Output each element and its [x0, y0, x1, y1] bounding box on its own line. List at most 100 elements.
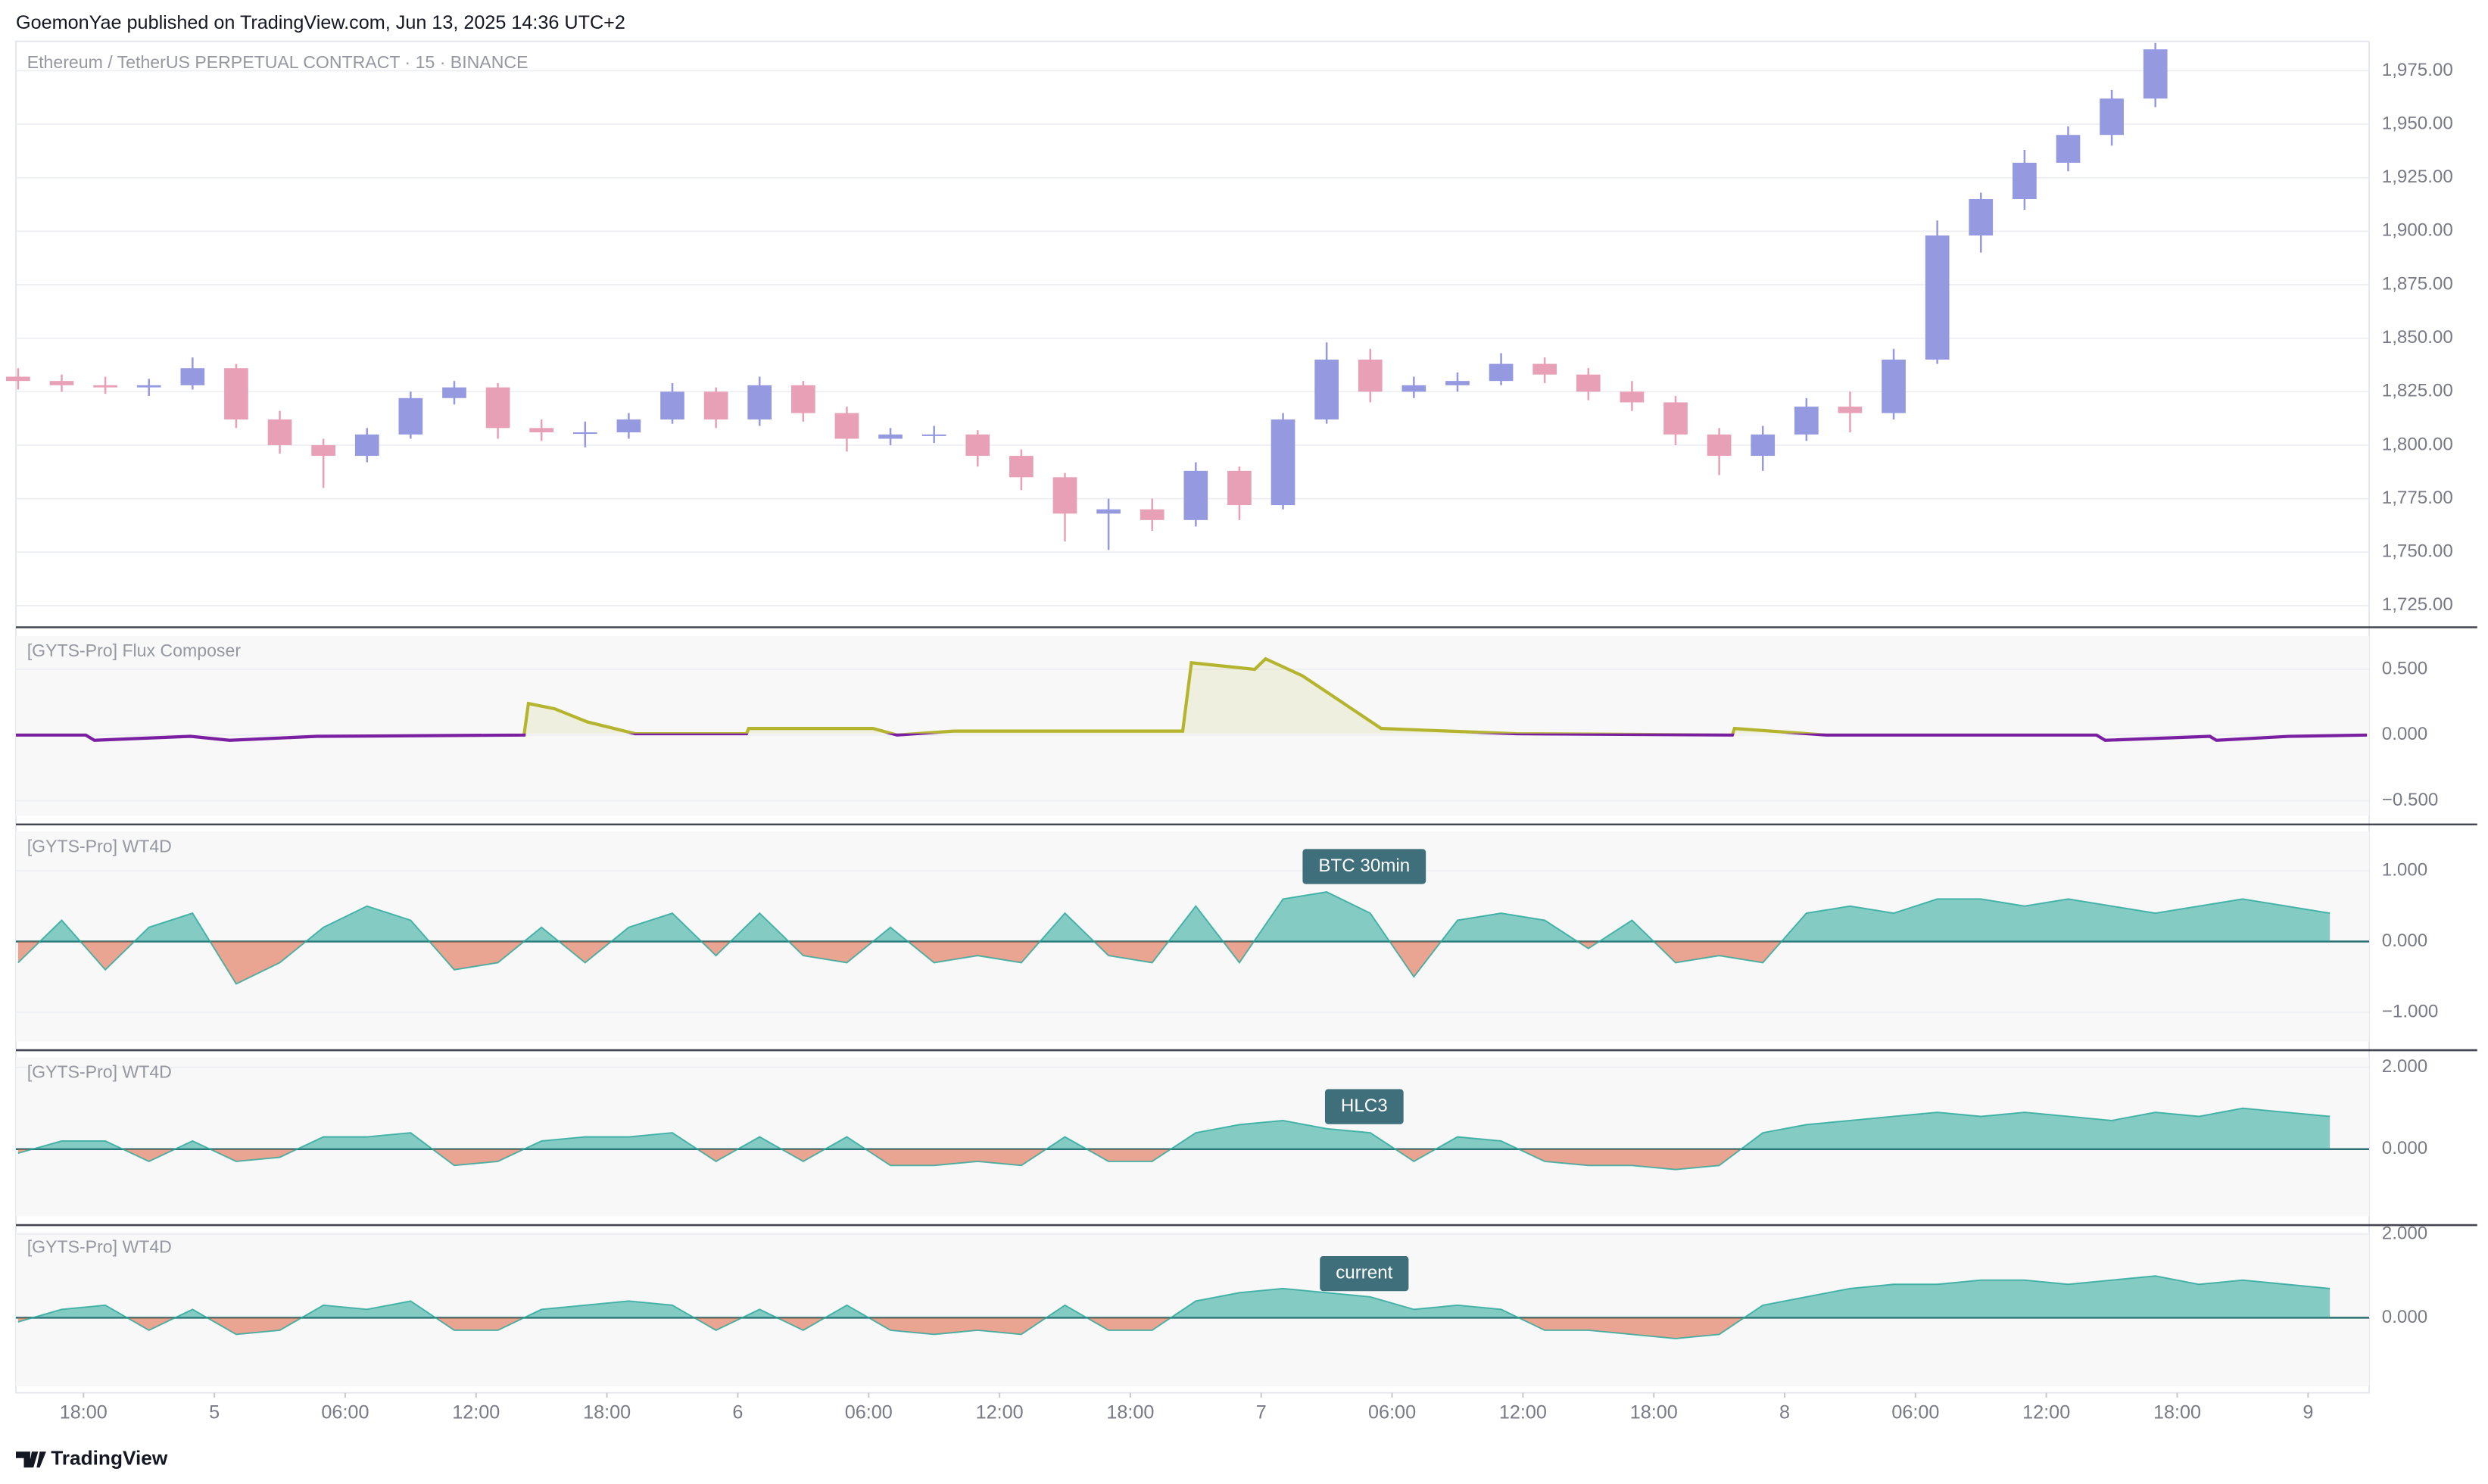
brand-logo: [16, 1451, 46, 1468]
badge-box: [1320, 1256, 1409, 1292]
y-tick-label: 0.500: [2382, 658, 2427, 678]
candle-body: [1009, 456, 1034, 478]
x-tick-label: 18:00: [2153, 1402, 2201, 1423]
candle-body: [1925, 235, 1950, 360]
x-tick-label: 12:00: [452, 1402, 500, 1423]
x-tick-label: 9: [2302, 1402, 2313, 1423]
badge-text: HLC3: [1341, 1096, 1388, 1116]
x-tick-label: 12:00: [976, 1402, 1024, 1423]
pane-title: [GYTS-Pro] WT4D: [27, 1062, 172, 1082]
x-tick-label: 18:00: [60, 1402, 108, 1423]
wave-line: [17, 891, 2331, 985]
candle-body: [747, 385, 772, 420]
y-tick-label: 1,975.00: [2382, 60, 2453, 80]
candle-body: [703, 391, 728, 420]
candle-body: [572, 432, 597, 435]
candle-body: [354, 434, 379, 457]
x-tick-label: 18:00: [1630, 1402, 1678, 1423]
candle-body: [2143, 49, 2168, 99]
x-tick-label: 8: [1779, 1402, 1790, 1423]
y-tick-label: 2.000: [2382, 1223, 2427, 1243]
source-badge: BTC 30min: [1302, 849, 1426, 884]
x-tick-label: 18:00: [583, 1402, 631, 1423]
candle-body: [49, 381, 74, 385]
x-tick-label: 12:00: [2022, 1402, 2070, 1423]
candle-body: [267, 419, 292, 445]
x-tick-label: 06:00: [1368, 1402, 1416, 1423]
candle-body: [1445, 381, 1470, 385]
y-tick-label: 0.000: [2382, 724, 2427, 744]
candle-body: [1620, 391, 1645, 403]
wave-area-positive: [17, 1108, 2331, 1149]
candle-body: [616, 419, 641, 432]
pane-title: [GYTS-Pro] WT4D: [27, 1237, 172, 1257]
candle-body: [180, 368, 205, 385]
candle-body: [1576, 374, 1601, 392]
pane-title: [GYTS-Pro] Flux Composer: [27, 641, 242, 660]
source-badge: HLC3: [1324, 1089, 1404, 1124]
y-tick-label: −1.000: [2382, 1001, 2439, 1021]
y-tick-label: 1,750.00: [2382, 541, 2453, 562]
x-tick-label: 12:00: [1499, 1402, 1547, 1423]
pane-title: [GYTS-Pro] WT4D: [27, 836, 172, 856]
candle-body: [136, 385, 161, 388]
y-tick-label: 2.000: [2382, 1056, 2427, 1077]
y-tick-label: 1,725.00: [2382, 594, 2453, 615]
wave-line: [17, 1275, 2331, 1339]
candle-body: [485, 387, 510, 429]
y-tick-label: 1,850.00: [2382, 327, 2453, 348]
candle-body: [1358, 359, 1383, 392]
y-tick-label: 0.000: [2382, 1307, 2427, 1327]
y-tick-label: 1,875.00: [2382, 273, 2453, 294]
badge-box: [1324, 1089, 1404, 1124]
y-tick-label: 1,925.00: [2382, 167, 2453, 187]
candle-body: [921, 434, 946, 436]
candle-body: [1838, 407, 1863, 413]
candle-body: [93, 385, 117, 388]
flux-line-negative: [16, 733, 2368, 742]
wave-area-positive: [17, 1276, 2331, 1318]
wave-line: [17, 1107, 2331, 1171]
candle-body: [1794, 407, 1819, 435]
candle-body: [1140, 509, 1164, 520]
candle-body: [1271, 419, 1295, 506]
candle-body: [2056, 135, 2081, 163]
candle-body: [1096, 509, 1121, 514]
x-tick-label: 06:00: [1891, 1402, 1939, 1423]
y-tick-label: 0.000: [2382, 1138, 2427, 1158]
candle-body: [2013, 162, 2037, 199]
candle-body: [1707, 434, 1732, 457]
y-tick-label: −0.500: [2382, 790, 2439, 810]
candle-body: [311, 444, 335, 457]
wave-area-positive: [17, 892, 2331, 942]
x-tick-label: 06:00: [321, 1402, 369, 1423]
badge-text: current: [1336, 1262, 1392, 1283]
candle-body: [1401, 385, 1426, 392]
y-tick-label: 1,775.00: [2382, 488, 2453, 508]
x-tick-label: 7: [1256, 1402, 1267, 1423]
source-badge: current: [1320, 1256, 1409, 1292]
candle-body: [1314, 359, 1339, 420]
candle-body: [442, 387, 466, 398]
x-tick-label: 18:00: [1106, 1402, 1154, 1423]
candle-body: [1532, 363, 1557, 375]
candle-body: [1052, 477, 1077, 514]
y-tick-label: 1,900.00: [2382, 220, 2453, 241]
candle-body: [1183, 470, 1208, 520]
candle-body: [1969, 198, 1994, 236]
candle-body: [224, 368, 248, 420]
candle-body: [398, 398, 423, 435]
wave-area-negative: [17, 1149, 1741, 1170]
candle-body: [965, 434, 990, 457]
y-tick-label: 1,825.00: [2382, 381, 2453, 401]
y-tick-label: 1,800.00: [2382, 434, 2453, 454]
candle-body: [1882, 359, 1906, 413]
x-tick-label: 6: [732, 1402, 743, 1423]
x-tick-label: 06:00: [845, 1402, 893, 1423]
candle-body: [1227, 470, 1252, 506]
candle-body: [1663, 402, 1688, 435]
wave-area-negative: [17, 941, 1782, 984]
y-tick-label: 0.000: [2382, 931, 2427, 951]
publish-header: GoemonYae published on TradingView.com, …: [16, 12, 625, 33]
